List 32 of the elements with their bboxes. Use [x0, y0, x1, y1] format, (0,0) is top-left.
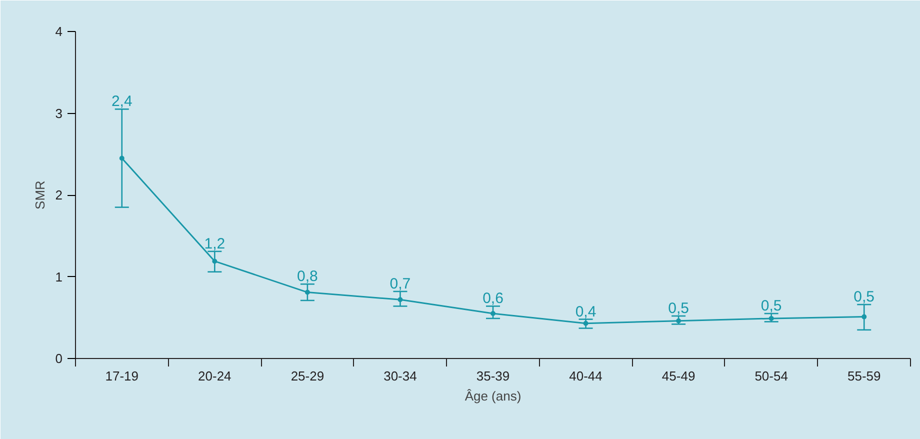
- point: [490, 311, 496, 316]
- x-tick-label: 50-54: [754, 368, 788, 384]
- data-label: 1,2: [204, 235, 226, 252]
- point: [862, 314, 867, 320]
- x-tick-label: 45-49: [662, 368, 696, 384]
- y-tick-label: 0: [55, 351, 63, 366]
- x-tick-label: 40-44: [569, 368, 602, 384]
- x-axis-title: Âge (ans): [464, 388, 522, 404]
- x-tick-label: 25-29: [290, 368, 324, 384]
- data-label: 0,6: [482, 290, 504, 308]
- y-tick-label: 3: [55, 106, 63, 121]
- data-label: 2,4: [111, 93, 132, 110]
- x-tick-label: 20-24: [198, 368, 232, 384]
- y-tick-label: 2: [55, 188, 63, 202]
- data-label: 0,5: [668, 300, 689, 317]
- point: [304, 290, 310, 295]
- point: [583, 320, 588, 326]
- y-tick-label: 1: [55, 269, 63, 284]
- data-label: 0,5: [854, 288, 875, 306]
- y-tick-label: 4: [55, 24, 63, 39]
- point: [398, 297, 403, 302]
- point: [212, 258, 218, 264]
- data-label: 0,7: [390, 275, 411, 292]
- point: [119, 156, 124, 161]
- x-tick-label: 30-34: [384, 368, 417, 384]
- x-tick-label: 35-39: [476, 368, 510, 384]
- data-label: 0,8: [297, 268, 318, 286]
- x-tick-label: 55-59: [847, 368, 881, 384]
- data-label: 0,5: [760, 298, 782, 315]
- y-axis-title: SMR: [32, 180, 48, 210]
- data-label: 0,4: [575, 303, 596, 320]
- x-tick-label: 17-19: [105, 368, 139, 384]
